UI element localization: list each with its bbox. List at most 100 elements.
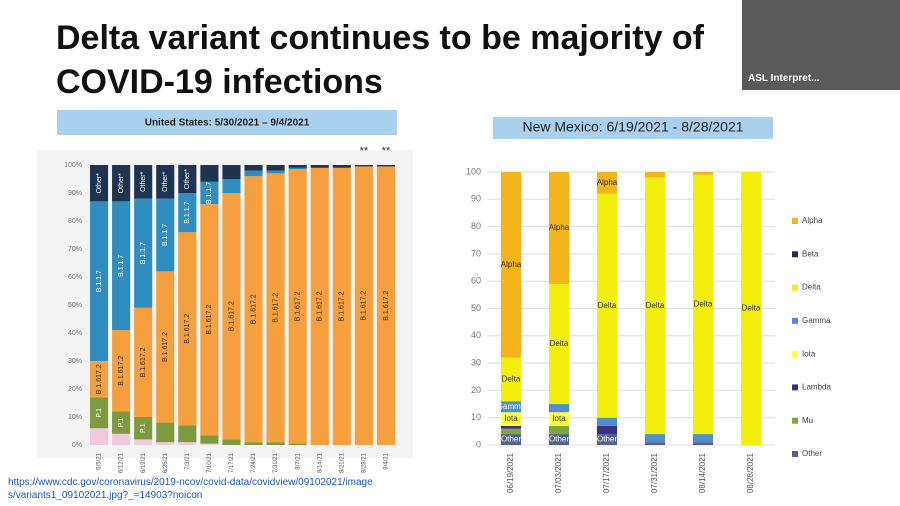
annotation: ** bbox=[360, 145, 369, 157]
segment-label: B.1.617.2 bbox=[339, 291, 346, 321]
bar-segment bbox=[200, 181, 219, 205]
segment-label: B.1.1.7 bbox=[162, 224, 169, 246]
x-tick-label: 8/21/21 bbox=[339, 452, 345, 473]
bar-segment bbox=[376, 166, 396, 445]
bar-segment bbox=[244, 165, 263, 171]
x-tick-label: 8/7/21 bbox=[295, 452, 301, 469]
segment-label: Delta bbox=[502, 375, 521, 384]
x-tick-label: 6/19/21 bbox=[141, 452, 147, 473]
segment-label: P.1 bbox=[140, 423, 147, 433]
segment-label: Other* bbox=[118, 173, 125, 194]
bar-segment bbox=[310, 167, 329, 446]
y-tick-label: 80% bbox=[68, 218, 82, 225]
legend-label: Beta bbox=[802, 249, 819, 258]
bar-segment bbox=[740, 172, 762, 445]
bar-segment bbox=[692, 174, 714, 435]
x-tick-label: 8/28/21 bbox=[361, 452, 367, 473]
bar-segment bbox=[156, 165, 175, 199]
y-tick-label: 10% bbox=[68, 414, 82, 421]
segment-label: B.1.617.2 bbox=[162, 332, 169, 362]
segment-label: Iota bbox=[552, 414, 566, 423]
bar-segment bbox=[266, 165, 285, 171]
bar-segment bbox=[134, 307, 153, 417]
bar-segment bbox=[548, 434, 570, 445]
y-tick-label: 20% bbox=[68, 386, 82, 393]
segment-label: Delta bbox=[646, 301, 665, 310]
segment-label: Other bbox=[549, 435, 569, 444]
bar-segment bbox=[156, 422, 175, 443]
bar-segment bbox=[644, 442, 666, 445]
segment-label: P.1 bbox=[96, 408, 103, 418]
title-bg bbox=[493, 117, 773, 139]
bar-segment bbox=[644, 172, 666, 178]
bar-segment bbox=[178, 232, 197, 426]
y-tick-label: 0 bbox=[476, 439, 481, 449]
bar-segment bbox=[244, 170, 263, 177]
bar-segment bbox=[89, 201, 109, 361]
bar-segment bbox=[692, 442, 714, 445]
segment-label: B.1.1.7 bbox=[206, 182, 213, 204]
bar-segment bbox=[288, 167, 307, 170]
bar-segment bbox=[200, 443, 219, 445]
bar-segment bbox=[332, 165, 351, 168]
bar-segment bbox=[310, 165, 329, 168]
bar-segment bbox=[244, 176, 263, 443]
bar-segment bbox=[178, 165, 197, 193]
legend-swatch bbox=[792, 251, 798, 258]
y-tick-label: 30 bbox=[471, 357, 481, 367]
y-tick-label: 50% bbox=[68, 302, 82, 309]
segment-label: B.1.1.7 bbox=[96, 270, 103, 292]
source-link[interactable]: https://www.cdc.gov/coronavirus/2019-nco… bbox=[8, 477, 373, 501]
y-tick-label: 70% bbox=[68, 246, 82, 253]
bar-segment bbox=[354, 165, 373, 167]
bar-segment bbox=[692, 172, 714, 175]
bar-segment bbox=[89, 428, 109, 445]
bar-segment bbox=[644, 434, 666, 443]
x-tick-label: 7/31/21 bbox=[273, 452, 279, 473]
y-tick-label: 90% bbox=[68, 190, 82, 197]
segment-label: B.1.1.7 bbox=[118, 255, 125, 277]
legend-label: Other bbox=[802, 449, 822, 458]
bar-segment bbox=[548, 283, 570, 405]
bar-segment bbox=[112, 411, 131, 434]
chart-title: New Mexico: 6/19/2021 - 8/28/2021 bbox=[522, 119, 743, 135]
segment-label: Alpha bbox=[597, 178, 618, 187]
x-tick-label: 6/5/21 bbox=[97, 452, 103, 469]
bar-segment bbox=[500, 172, 522, 358]
bar-segment bbox=[200, 435, 219, 444]
x-tick-label: 6/26/21 bbox=[163, 452, 169, 473]
segment-label: Other bbox=[597, 435, 617, 444]
legend-label: Delta bbox=[802, 283, 821, 292]
y-tick-label: 20 bbox=[471, 385, 481, 395]
segment-label: P.1 bbox=[118, 418, 125, 428]
bar-segment bbox=[134, 439, 153, 445]
bar-segment bbox=[266, 173, 285, 443]
x-tick-label: 08/14/2021 bbox=[698, 452, 707, 493]
legend-label: Gamma bbox=[802, 316, 831, 325]
bar-segment bbox=[288, 443, 307, 445]
bar-segment bbox=[200, 204, 219, 436]
bar-segment bbox=[500, 412, 522, 426]
segment-label: B.1.617.2 bbox=[228, 301, 235, 331]
chart-title: United States: 5/30/2021 – 9/4/2021 bbox=[145, 118, 310, 129]
x-tick-label: 06/19/2021 bbox=[506, 452, 515, 493]
segment-label: B.1.1.7 bbox=[184, 201, 191, 223]
x-tick-label: 9/4/21 bbox=[384, 452, 390, 469]
bar-segment bbox=[500, 434, 522, 445]
bar-segment bbox=[112, 433, 131, 445]
participant-name: ASL Interpret... bbox=[748, 73, 820, 84]
segment-label: Delta bbox=[550, 339, 569, 348]
bar-segment bbox=[596, 172, 618, 194]
bar-segment bbox=[548, 412, 570, 426]
segment-label: B.1.617.2 bbox=[250, 294, 257, 324]
bar-segment bbox=[134, 165, 153, 199]
x-tick-label: 7/3/21 bbox=[185, 452, 191, 469]
bar-segment bbox=[692, 434, 714, 443]
bar-segment bbox=[112, 201, 131, 331]
legend-swatch bbox=[792, 451, 798, 457]
segment-label: B.1.617.2 bbox=[383, 291, 390, 321]
segment-label: Gamma bbox=[497, 402, 526, 411]
bar-segment bbox=[644, 177, 666, 435]
bar-segment bbox=[288, 165, 307, 168]
